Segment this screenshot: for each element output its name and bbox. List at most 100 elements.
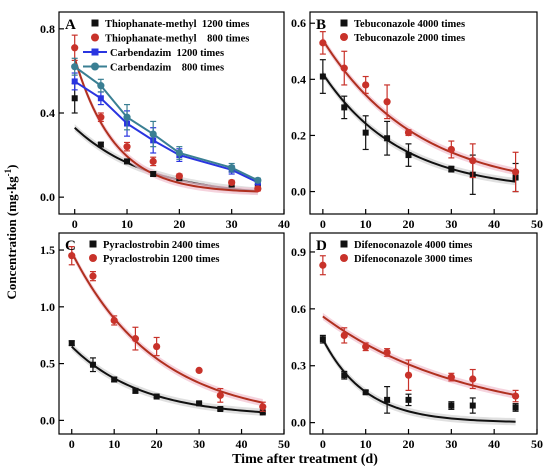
x-tick-label-a-20: 20 bbox=[173, 217, 185, 231]
fit-curve-b-1 bbox=[322, 73, 516, 183]
data-point-b-2-4 bbox=[383, 98, 391, 106]
data-point-c-1-1 bbox=[68, 340, 75, 347]
data-point-a-1-1 bbox=[71, 95, 78, 102]
confidence-band-c-1 bbox=[71, 342, 263, 416]
y-axis-title-superscript: -1 bbox=[3, 168, 13, 176]
data-point-a-1-2 bbox=[97, 141, 104, 148]
y-tick-label-c-3: 1.0 bbox=[40, 300, 55, 314]
data-point-d-1-5 bbox=[405, 396, 412, 403]
data-point-a-4-7 bbox=[254, 176, 262, 184]
data-point-d-2-8 bbox=[511, 392, 520, 400]
y-tick-label-b-1: 0.0 bbox=[291, 185, 306, 199]
y-tick-label-b-4: 0.6 bbox=[291, 16, 306, 30]
legend-label-b-2: Tebuconazole 2000 times bbox=[354, 33, 465, 44]
legend-a: Thiophanate-methyl 1200 times Thiophanate… bbox=[83, 19, 249, 74]
panel-letter-d: D bbox=[316, 238, 327, 254]
x-tick-label-d-10: 10 bbox=[360, 437, 372, 451]
x-tick-label-b-50: 50 bbox=[531, 217, 543, 231]
legend-marker-a-3 bbox=[91, 48, 99, 56]
data-point-d-1-1 bbox=[319, 336, 326, 343]
fit-curve-d-1 bbox=[321, 338, 516, 423]
plot-frame-b bbox=[309, 11, 538, 215]
data-point-d-2-7 bbox=[469, 375, 477, 383]
data-point-b-2-6 bbox=[447, 145, 455, 154]
legend-item-a-3: Carbendazim 1200 times bbox=[83, 48, 224, 59]
data-point-a-4-6 bbox=[228, 164, 236, 172]
y-tick-label-c-4: 1.5 bbox=[40, 243, 55, 257]
fit-curve-d-2 bbox=[322, 315, 516, 397]
data-point-b-2-2 bbox=[340, 64, 348, 72]
y-axis-title: Concentration (mg·kg-1) bbox=[3, 165, 19, 300]
legend-item-d-1: Difenoconazole 4000 times bbox=[340, 240, 472, 251]
data-point-a-2-4 bbox=[149, 157, 157, 165]
data-point-b-1-4 bbox=[384, 135, 391, 142]
data-point-c-2-1 bbox=[68, 252, 76, 260]
x-tick-label-c-0: 0 bbox=[69, 437, 75, 451]
legend-marker-c-2 bbox=[89, 254, 97, 262]
legend-item-b-2: Tebuconazole 2000 times bbox=[340, 33, 465, 44]
legend-item-d-2: Difenoconazole 3000 times bbox=[340, 254, 472, 265]
x-axis-title: Time after treatment (d) bbox=[232, 452, 378, 467]
data-point-a-2-1 bbox=[71, 44, 79, 52]
x-tick-label-c-30: 30 bbox=[193, 437, 205, 451]
x-tick-label-d-30: 30 bbox=[445, 437, 457, 451]
legend-item-c-2: Pyraclostrobin 1200 times bbox=[89, 254, 219, 265]
x-tick-label-b-20: 20 bbox=[403, 217, 415, 231]
data-point-a-4-4 bbox=[149, 130, 157, 138]
legend-c: Pyraclostrobin 2400 times Pyraclostrobin … bbox=[89, 240, 219, 265]
plot-frame-d bbox=[309, 232, 538, 435]
x-tick-label-d-40: 40 bbox=[488, 437, 500, 451]
y-tick-label-c-2: 0.5 bbox=[40, 357, 55, 371]
y-tick-label-d-1: 0.0 bbox=[291, 416, 306, 430]
legend-label-c-1: Pyraclostrobin 2400 times bbox=[103, 240, 219, 251]
data-point-a-3-2 bbox=[97, 95, 104, 102]
data-point-b-2-7 bbox=[469, 157, 477, 165]
legend-marker-a-1 bbox=[91, 19, 99, 27]
data-point-c-1-5 bbox=[153, 393, 160, 400]
data-point-c-2-3 bbox=[110, 316, 118, 325]
y-tick-label-d-4: 0.9 bbox=[291, 245, 306, 259]
data-point-d-2-5 bbox=[404, 371, 413, 379]
legend-marker-d-2 bbox=[340, 254, 348, 262]
data-point-c-2-4 bbox=[131, 335, 140, 343]
data-point-d-1-3 bbox=[362, 389, 369, 396]
plot-frame-c bbox=[58, 232, 285, 435]
data-point-d-2-2 bbox=[340, 331, 348, 339]
x-tick-label-d-0: 0 bbox=[320, 437, 326, 451]
data-point-a-1-4 bbox=[150, 171, 157, 178]
data-point-d-1-8 bbox=[512, 404, 519, 411]
data-point-a-4-5 bbox=[175, 149, 183, 157]
legend-item-b-1: Tebuconazole 4000 times bbox=[340, 19, 465, 30]
data-point-c-2-8 bbox=[259, 403, 267, 411]
data-point-a-2-7 bbox=[254, 185, 262, 193]
data-point-b-2-5 bbox=[404, 129, 413, 137]
x-tick-label-a-40: 40 bbox=[278, 217, 290, 231]
x-tick-label-a-0: 0 bbox=[72, 217, 78, 231]
legend-marker-a-2 bbox=[91, 33, 99, 42]
panel-a: 0 10 20 30 40 0.0 0.4 0.8 A Thiophanate-methyl 12… bbox=[40, 11, 290, 231]
data-point-b-1-2 bbox=[341, 104, 348, 111]
data-point-a-4-2 bbox=[97, 82, 105, 90]
legend-label-c-2: Pyraclostrobin 1200 times bbox=[103, 254, 219, 265]
data-point-c-2-5 bbox=[153, 342, 161, 351]
data-point-b-2-3 bbox=[362, 81, 370, 89]
confidence-band-c-2 bbox=[71, 248, 263, 407]
legend-label-a-3: Carbendazim 1200 times bbox=[110, 48, 224, 59]
panel-c: 0 10 20 30 40 50 0.0 0.5 1.0 1.5 C Pyraclostrobin 2… bbox=[40, 232, 290, 451]
y-tick-label-a-2: 0.4 bbox=[40, 106, 55, 120]
y-tick-label-b-2: 0.2 bbox=[291, 128, 306, 142]
y-tick-label-c-1: 0.0 bbox=[40, 413, 55, 427]
data-point-a-4-1 bbox=[71, 63, 79, 71]
data-point-c-2-7 bbox=[216, 391, 224, 399]
data-point-b-1-6 bbox=[448, 166, 455, 173]
data-point-d-2-6 bbox=[447, 373, 455, 381]
legend-marker-a-4 bbox=[91, 62, 99, 71]
data-point-d-2-4 bbox=[383, 348, 391, 357]
y-tick-label-a-1: 0.0 bbox=[40, 190, 55, 204]
panel-letter-c: C bbox=[65, 238, 76, 254]
legend-b: Tebuconazole 4000 times Tebuconazole 2000… bbox=[340, 19, 465, 44]
data-point-c-2-6 bbox=[195, 366, 203, 375]
x-tick-label-c-20: 20 bbox=[151, 437, 163, 451]
data-point-b-2-1 bbox=[319, 39, 327, 47]
